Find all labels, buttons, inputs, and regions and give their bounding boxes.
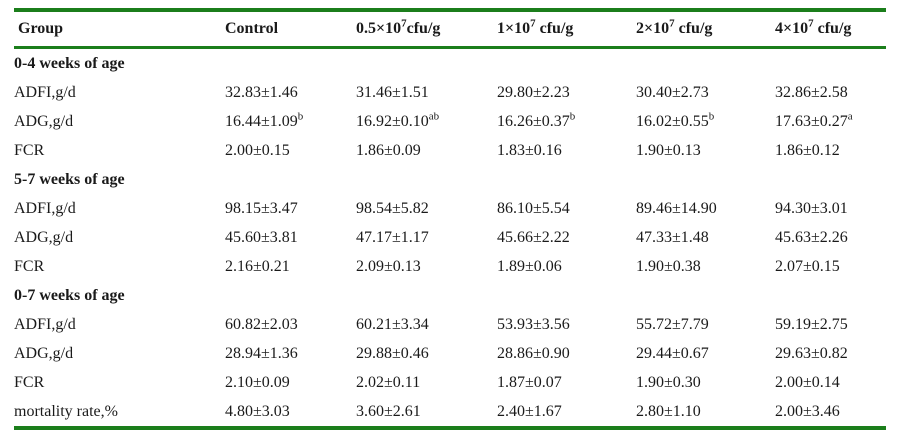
value-cell: 3.60±2.61 [356, 402, 421, 420]
value-cell: 16.44±1.09b [225, 110, 304, 130]
table-row: FCR 2.16±0.21 2.09±0.13 1.89±0.06 1.90±0.38 2… [14, 252, 886, 281]
column-header-2: 0.5×107cfu/g [356, 17, 441, 37]
value-cell: 30.40±2.73 [636, 83, 709, 101]
value-cell: 47.17±1.17 [356, 228, 429, 246]
value-cell: 2.00±0.15 [225, 141, 290, 159]
table-row: ADFI,g/d 60.82±2.03 60.21±3.34 53.93±3.56 55… [14, 310, 886, 339]
value-cell: 2.02±0.11 [356, 373, 421, 391]
value-cell: 17.63±0.27a [775, 110, 853, 130]
column-header-3: 1×107 cfu/g [497, 17, 574, 37]
section-row: 0-4 weeks of age [14, 48, 886, 79]
value-cell: 59.19±2.75 [775, 315, 848, 333]
value-cell: 55.72±7.79 [636, 315, 709, 333]
value-cell: 1.90±0.30 [636, 373, 701, 391]
value-cell: 45.66±2.22 [497, 228, 570, 246]
value-cell: 2.00±0.14 [775, 373, 840, 391]
value-cell: 29.44±0.67 [636, 344, 709, 362]
value-cell: 2.07±0.15 [775, 257, 840, 275]
value-cell: 32.86±2.58 [775, 83, 848, 101]
value-cell: 32.83±1.46 [225, 83, 298, 101]
value-cell: 2.80±1.10 [636, 402, 701, 420]
table-row: ADG,g/d 28.94±1.36 29.88±0.46 28.86±0.90 29.… [14, 339, 886, 368]
value-cell: 53.93±3.56 [497, 315, 570, 333]
column-header-0: Group [18, 20, 64, 37]
table-row: ADG,g/d 45.60±3.81 47.17±1.17 45.66±2.22 47.… [14, 223, 886, 252]
table-row: ADFI,g/d 32.83±1.46 31.46±1.51 29.80±2.23 30… [14, 78, 886, 107]
value-cell: 2.10±0.09 [225, 373, 290, 391]
column-header-1: Control [225, 20, 279, 37]
row-label: FCR [14, 141, 45, 159]
value-cell: 45.63±2.26 [775, 228, 848, 246]
value-cell: 98.54±5.82 [356, 199, 429, 217]
section-title: 0-4 weeks of age [14, 54, 125, 72]
value-cell: 16.92±0.10ab [356, 110, 440, 130]
value-cell: 2.16±0.21 [225, 257, 290, 275]
value-cell: 45.60±3.81 [225, 228, 298, 246]
value-cell: 60.21±3.34 [356, 315, 429, 333]
value-cell: 1.87±0.07 [497, 373, 562, 391]
value-cell: 1.90±0.13 [636, 141, 701, 159]
value-cell: 31.46±1.51 [356, 83, 429, 101]
value-cell: 1.89±0.06 [497, 257, 562, 275]
section-row: 0-7 weeks of age [14, 281, 886, 310]
table-row: ADFI,g/d 98.15±3.47 98.54±5.82 86.10±5.54 89… [14, 194, 886, 223]
value-cell: 1.83±0.16 [497, 141, 562, 159]
value-cell: 28.86±0.90 [497, 344, 570, 362]
section-title: 0-7 weeks of age [14, 286, 125, 304]
table-row: FCR 2.00±0.15 1.86±0.09 1.83±0.16 1.90±0.13 1… [14, 136, 886, 165]
value-cell: 2.09±0.13 [356, 257, 421, 275]
value-cell: 86.10±5.54 [497, 199, 570, 217]
row-label: mortality rate,% [14, 402, 118, 420]
table-row: mortality rate,% 4.80±3.03 3.60±2.61 2.40±1… [14, 397, 886, 428]
column-header-4: 2×107 cfu/g [636, 17, 713, 37]
section-title: 5-7 weeks of age [14, 170, 125, 188]
value-cell: 60.82±2.03 [225, 315, 298, 333]
table-row: FCR 2.10±0.09 2.02±0.11 1.87±0.07 1.90±0.30 2… [14, 368, 886, 397]
row-label: ADFI,g/d [14, 199, 76, 217]
table-row: ADG,g/d 16.44±1.09b 16.92±0.10ab 16.26±0.37… [14, 107, 886, 136]
row-label: ADG,g/d [14, 228, 74, 246]
value-cell: 47.33±1.48 [636, 228, 709, 246]
value-cell: 28.94±1.36 [225, 344, 298, 362]
row-label: ADG,g/d [14, 344, 74, 362]
value-cell: 4.80±3.03 [225, 402, 290, 420]
table-body: 0-4 weeks of age ADFI,g/d 32.83±1.46 31.46±… [14, 48, 886, 429]
row-label: ADG,g/d [14, 112, 74, 130]
value-cell: 1.86±0.12 [775, 141, 840, 159]
value-cell: 94.30±3.01 [775, 199, 848, 217]
column-header-5: 4×107 cfu/g [775, 17, 852, 37]
section-row: 5-7 weeks of age [14, 165, 886, 194]
value-cell: 98.15±3.47 [225, 199, 298, 217]
value-cell: 89.46±14.90 [636, 199, 717, 217]
value-cell: 1.90±0.38 [636, 257, 701, 275]
value-cell: 29.80±2.23 [497, 83, 570, 101]
value-cell: 1.86±0.09 [356, 141, 421, 159]
row-label: FCR [14, 257, 45, 275]
row-label: FCR [14, 373, 45, 391]
row-label: ADFI,g/d [14, 83, 76, 101]
row-label: ADFI,g/d [14, 315, 76, 333]
value-cell: 29.88±0.46 [356, 344, 429, 362]
value-cell: 2.40±1.67 [497, 402, 562, 420]
value-cell: 16.02±0.55b [636, 110, 715, 130]
value-cell: 16.26±0.37b [497, 110, 576, 130]
value-cell: 29.63±0.82 [775, 344, 848, 362]
value-cell: 2.00±3.46 [775, 402, 840, 420]
header-row: Group Control 0.5×107cfu/g 1×107 cfu/g 2×107… [14, 10, 886, 48]
growth-performance-table: Group Control 0.5×107cfu/g 1×107 cfu/g 2×107… [14, 8, 886, 430]
